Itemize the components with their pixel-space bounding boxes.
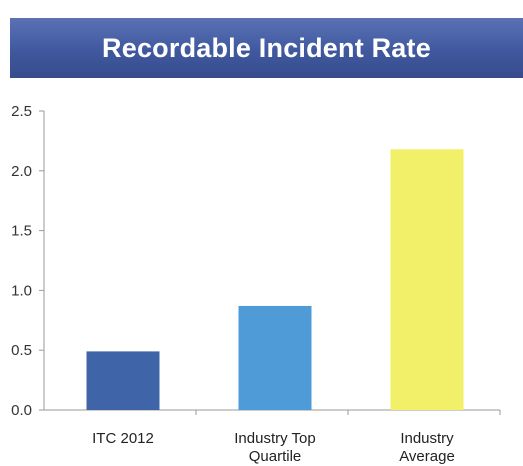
x-category-label: Industry Top Quartile	[234, 430, 315, 465]
x-category-label-line: Industry	[400, 430, 454, 447]
bar	[238, 305, 312, 410]
y-tick-label: 1.0	[11, 282, 32, 299]
y-tick-label: 2.0	[11, 163, 32, 180]
y-tick-label: 0.5	[11, 342, 32, 359]
x-category-label-line: Industry Top	[234, 430, 315, 447]
bar	[86, 351, 160, 410]
bar	[390, 149, 464, 410]
x-category-label: Industry Average	[399, 430, 455, 465]
labels-layer: 0.0 0.5 1.0 1.5 2.0 2.5 ITC 2012 Industry Top Qu…	[11, 103, 455, 465]
chart-title-banner: Recordable Incident Rate	[10, 18, 523, 78]
y-tick-label: 2.5	[11, 103, 32, 120]
x-category-label-line: Average	[399, 448, 455, 465]
x-category-label-line: Quartile	[249, 448, 302, 465]
x-category-label: ITC 2012	[92, 430, 154, 447]
y-tick-label: 1.5	[11, 223, 32, 240]
bars-layer	[86, 149, 464, 410]
chart-title: Recordable Incident Rate	[102, 32, 431, 63]
y-tick-label: 0.0	[11, 402, 32, 419]
x-category-label-line: ITC 2012	[92, 430, 154, 447]
